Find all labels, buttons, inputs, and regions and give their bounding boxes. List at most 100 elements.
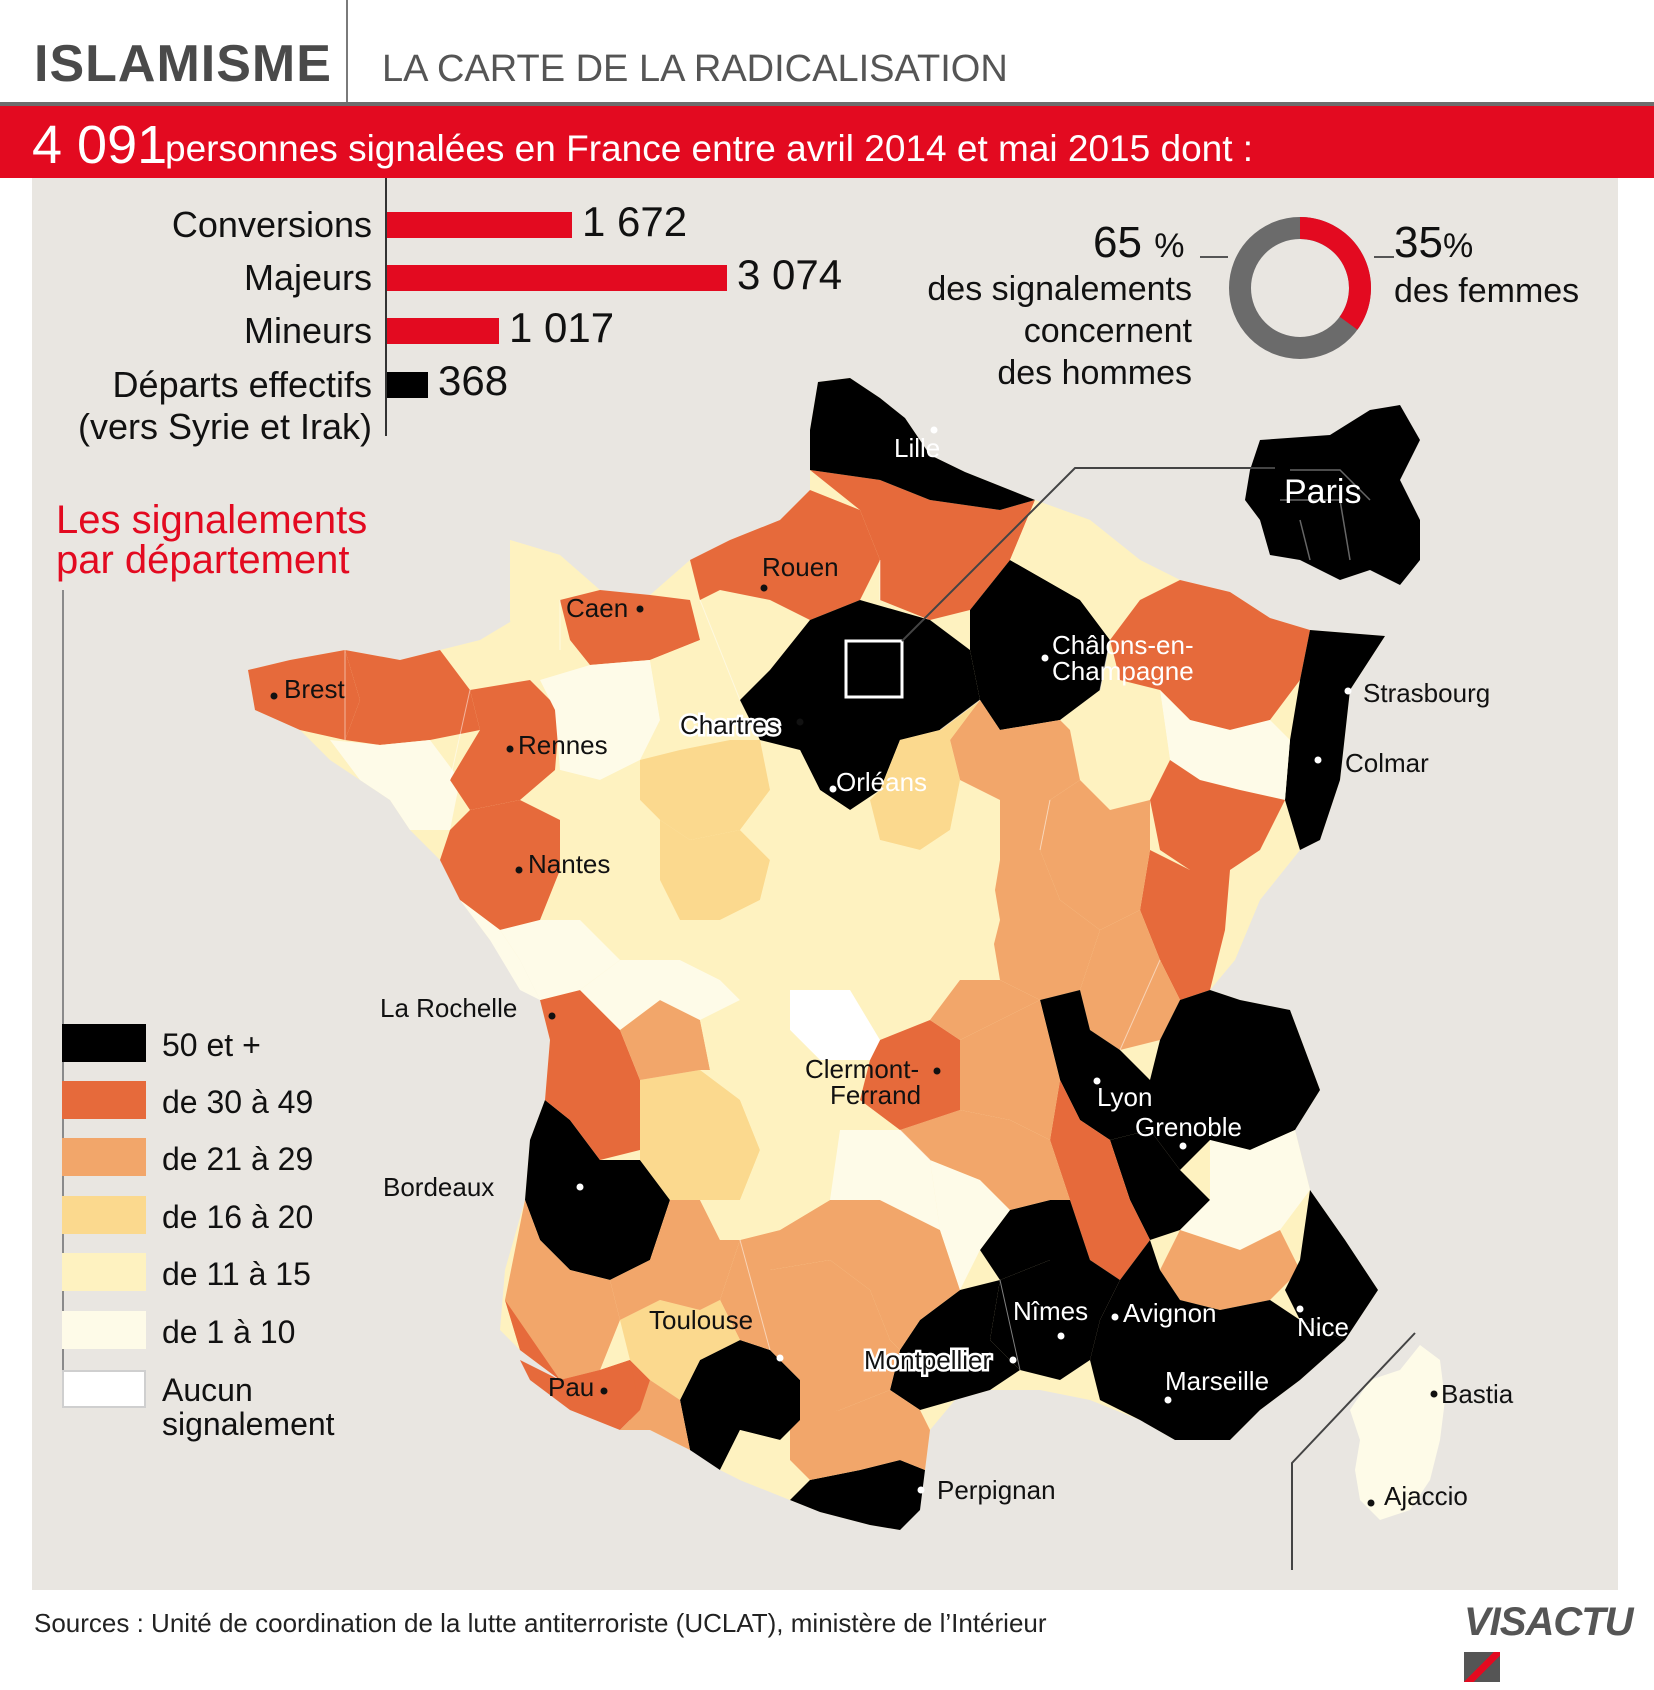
region-lille: [810, 378, 1035, 510]
region-lozere: [930, 1160, 1010, 1290]
dot-lyon: [1093, 1077, 1101, 1085]
dot-pau: [600, 1387, 608, 1395]
label-montpellier: Montpellier: [864, 1345, 992, 1375]
legend-line: [62, 590, 64, 1408]
region-lyon: [1040, 990, 1150, 1140]
region-idf: [740, 600, 980, 810]
region-charente: [620, 1000, 710, 1080]
bar-axis: [385, 178, 387, 436]
legend-title-line-2: par département: [56, 538, 350, 582]
label-chartres: Chartres: [680, 710, 780, 740]
corsica-divider: [1291, 1332, 1416, 1570]
dot-nantes: [515, 866, 523, 874]
women-percent: 35%: [1394, 218, 1473, 268]
logo-mark-icon: [1464, 1652, 1500, 1682]
region-tarn: [770, 1260, 900, 1420]
legend-title: Les signalements par département: [56, 500, 367, 580]
region-isere-south: [1110, 1130, 1210, 1240]
region-aude: [790, 1390, 930, 1480]
dot-bordeaux: [576, 1183, 584, 1191]
department-borders: [344, 560, 1161, 1371]
dot-bastia: [1430, 1390, 1438, 1398]
region-loir-cher: [740, 750, 860, 880]
region-cantal: [830, 1130, 940, 1230]
region-somme: [810, 470, 1035, 620]
label-bordeaux: Bordeaux: [383, 1172, 494, 1202]
region-chalons: [970, 560, 1110, 730]
dot-nimes: [1057, 1332, 1065, 1340]
region-ardennes: [1010, 500, 1180, 640]
legend-label-1-10: de 1 à 10: [162, 1314, 296, 1350]
region-manche: [510, 540, 580, 680]
dot-avignon: [1111, 1313, 1119, 1321]
region-gers: [620, 1300, 740, 1400]
region-cher: [760, 860, 860, 990]
label-orleans: Orléans: [836, 767, 927, 797]
region-pau-main: [520, 1360, 640, 1430]
label-nimes: Nîmes: [1013, 1296, 1088, 1326]
label-chalons-2: Champagne: [1052, 656, 1194, 686]
dot-rouen: [760, 584, 768, 592]
region-allier: [930, 980, 1040, 1040]
label-perpignan: Perpignan: [937, 1475, 1056, 1505]
men-percent-unit: %: [1154, 227, 1185, 265]
legend-swatch-21-29: [62, 1138, 146, 1176]
region-alpes-hp: [1160, 1230, 1300, 1310]
dot-perpignan: [917, 1486, 925, 1494]
region-saone-loire: [990, 800, 1100, 1000]
region-caen: [560, 590, 700, 665]
women-percent-number: 35: [1394, 218, 1443, 267]
region-ain: [1080, 910, 1180, 1050]
region-orne: [650, 640, 740, 750]
women-leader-line: [1374, 256, 1394, 258]
legend-label-11-15: de 11 à 15: [162, 1256, 311, 1292]
bar-label-conversions: Conversions: [171, 204, 372, 245]
men-percent-number: 65: [1093, 218, 1142, 267]
region-yonne: [870, 700, 980, 850]
region-vosges: [1160, 690, 1290, 800]
paris-inset: [1245, 405, 1420, 585]
region-montpellier: [890, 1280, 1020, 1410]
region-aveyron: [830, 1200, 960, 1350]
label-bastia: Bastia: [1441, 1379, 1514, 1409]
dot-rennes: [506, 745, 514, 753]
bar-label-departs-sub: (vers Syrie et Irak): [77, 406, 372, 447]
summary-banner: 4 091 personnes signalées en France entr…: [0, 106, 1654, 178]
region-haute-loire: [900, 1110, 1070, 1210]
france-map: Lille Rouen Caen Brest Rennes Chartres O…: [248, 378, 1514, 1570]
region-alsace: [1285, 630, 1385, 850]
region-hautes-alpes: [1180, 1130, 1310, 1250]
legend-label-none-line-1: Aucun: [162, 1372, 253, 1408]
dot-strasbourg: [1344, 687, 1352, 695]
bar-label-departs: Départs effectifs: [112, 364, 372, 405]
region-haute-marne: [1070, 690, 1170, 810]
region-vendee: [460, 900, 540, 1000]
region-nantes: [440, 800, 560, 930]
bar-value-mineurs: 1 017: [509, 304, 615, 351]
city-dots: [270, 426, 1438, 1507]
corsica: [1350, 1345, 1445, 1520]
summary-text: personnes signalées en France entre avri…: [165, 128, 1254, 169]
region-gard: [990, 1260, 1120, 1380]
dot-grenoble: [1179, 1142, 1187, 1150]
label-rouen: Rouen: [762, 552, 839, 582]
label-strasbourg: Strasbourg: [1363, 678, 1490, 708]
bar-departs: [387, 372, 428, 398]
dot-toulouse: [776, 1354, 784, 1362]
sources-text: Sources : Unité de coordination de la lu…: [34, 1608, 1047, 1638]
legend-label-21-29: de 21 à 29: [162, 1141, 314, 1177]
dot-marseille: [1164, 1396, 1172, 1404]
men-percent: 65 %: [1093, 218, 1184, 268]
region-drome: [1050, 1080, 1150, 1280]
region-aube: [950, 700, 1080, 800]
region-cotes: [345, 650, 480, 745]
label-avignon: Avignon: [1123, 1298, 1217, 1328]
men-text: des signalements concernent des hommes: [880, 268, 1192, 394]
region-morbihan: [330, 740, 460, 830]
men-text-line-3: des hommes: [997, 354, 1192, 392]
footer: Sources : Unité de coordination de la lu…: [0, 1590, 1654, 1682]
legend-label-50plus: 50 et +: [162, 1027, 261, 1063]
dot-colmar: [1314, 756, 1322, 764]
region-landes: [505, 1200, 620, 1380]
region-lot: [720, 1200, 830, 1350]
